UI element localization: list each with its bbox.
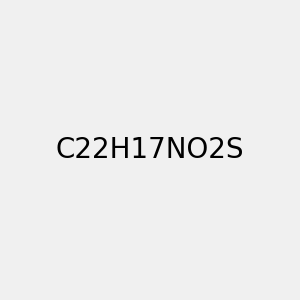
Text: C22H17NO2S: C22H17NO2S [56, 136, 244, 164]
